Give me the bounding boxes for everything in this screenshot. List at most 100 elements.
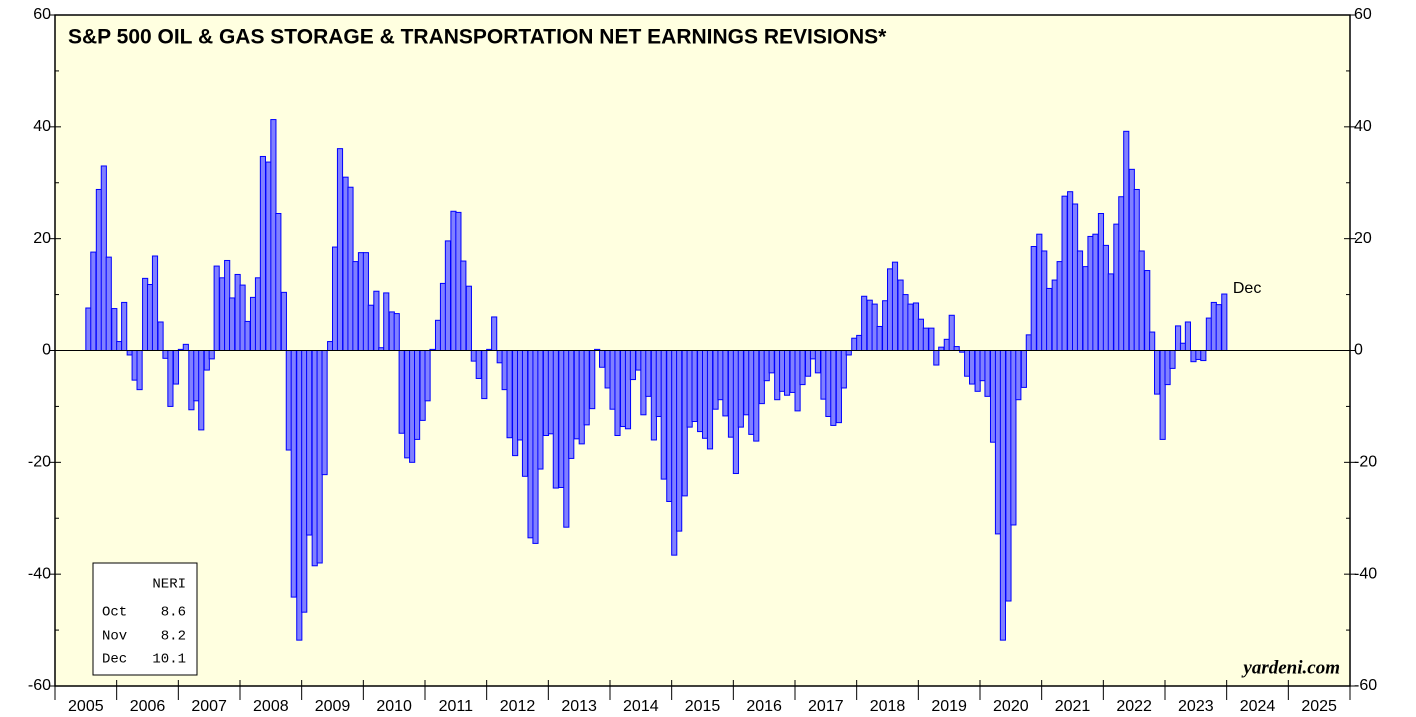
bar	[198, 350, 205, 431]
bar	[1123, 130, 1130, 351]
bar	[589, 350, 596, 410]
bar	[249, 296, 257, 352]
bar	[1154, 350, 1161, 395]
bar	[1051, 279, 1058, 352]
bar	[1169, 350, 1176, 369]
x-tick-label: 2019	[931, 698, 967, 715]
inset-label: Oct	[102, 605, 127, 621]
chart-title: S&P 500 OIL & GAS STORAGE & TRANSPORTATI…	[68, 26, 887, 49]
bar	[1030, 245, 1037, 351]
x-tick-label: 2008	[253, 698, 289, 715]
bar	[1195, 350, 1202, 360]
bar	[383, 292, 390, 351]
bar	[259, 155, 266, 351]
bar	[203, 350, 210, 371]
bar	[907, 303, 914, 352]
bar	[439, 282, 447, 351]
bar	[136, 350, 143, 391]
source: yardeni.com	[1241, 657, 1340, 678]
bar	[1107, 273, 1114, 351]
bar	[285, 350, 292, 451]
y2-tick-label: -60	[1354, 677, 1377, 694]
bar	[290, 350, 297, 598]
bar	[758, 350, 765, 405]
bar	[1076, 250, 1084, 352]
bar	[563, 350, 570, 528]
y-tick-label: -60	[28, 677, 51, 694]
bar	[147, 284, 154, 352]
bar	[1138, 250, 1145, 352]
bar	[712, 350, 719, 410]
bar	[1205, 317, 1212, 351]
bar	[327, 341, 334, 352]
x-tick-label: 2022	[1116, 698, 1152, 715]
bar	[727, 350, 735, 438]
bar	[1149, 331, 1156, 351]
bar	[578, 350, 585, 445]
bar	[512, 350, 519, 457]
bar	[321, 350, 328, 476]
bar	[352, 261, 359, 351]
bar	[1056, 261, 1063, 351]
y2-tick-label: 0	[1354, 342, 1363, 359]
bar	[655, 350, 662, 417]
bar	[521, 350, 529, 477]
bar	[851, 337, 858, 351]
bar	[393, 313, 400, 351]
bar	[151, 255, 159, 351]
bar	[481, 350, 488, 400]
bar	[604, 350, 611, 389]
bar	[142, 277, 149, 351]
bar	[547, 350, 554, 435]
bar	[722, 350, 729, 417]
bar	[491, 316, 498, 352]
y-tick-label: 60	[33, 6, 51, 23]
bar	[532, 350, 539, 544]
bar	[542, 350, 550, 436]
bar	[856, 334, 863, 351]
bar	[753, 350, 760, 442]
x-tick-label: 2023	[1178, 698, 1214, 715]
bar	[635, 350, 642, 371]
bar	[876, 325, 883, 352]
bar	[367, 304, 374, 351]
bar	[552, 350, 559, 489]
bar	[1020, 350, 1027, 388]
bar	[239, 284, 246, 352]
bar	[732, 350, 739, 475]
bar	[105, 256, 112, 352]
bar	[116, 341, 123, 352]
x-tick-label: 2014	[623, 698, 659, 715]
annotation: Dec	[1233, 280, 1261, 297]
y2-tick-label: -20	[1354, 454, 1377, 471]
bar	[969, 350, 976, 385]
bar	[814, 350, 821, 374]
bar	[917, 318, 924, 352]
bar	[691, 350, 698, 423]
bar	[1179, 342, 1187, 352]
x-tick-label: 2007	[191, 698, 227, 715]
bar	[784, 350, 791, 396]
bar	[301, 350, 308, 613]
bar	[861, 295, 868, 351]
bar	[347, 186, 354, 351]
x-tick-label: 2016	[746, 698, 782, 715]
bar	[845, 350, 852, 356]
bar	[1097, 213, 1105, 351]
bar	[933, 350, 940, 366]
bar	[702, 350, 709, 439]
bar	[697, 350, 704, 433]
bar	[953, 346, 960, 352]
bar	[830, 350, 837, 426]
bar	[1041, 250, 1048, 352]
bar	[866, 299, 873, 351]
bar	[1118, 196, 1125, 351]
bar	[90, 251, 97, 351]
bar	[213, 265, 220, 351]
x-tick-label: 2009	[315, 698, 351, 715]
bar	[666, 350, 673, 502]
bar	[717, 350, 724, 401]
bar	[414, 350, 421, 440]
bar	[388, 311, 395, 352]
bar	[275, 213, 282, 351]
